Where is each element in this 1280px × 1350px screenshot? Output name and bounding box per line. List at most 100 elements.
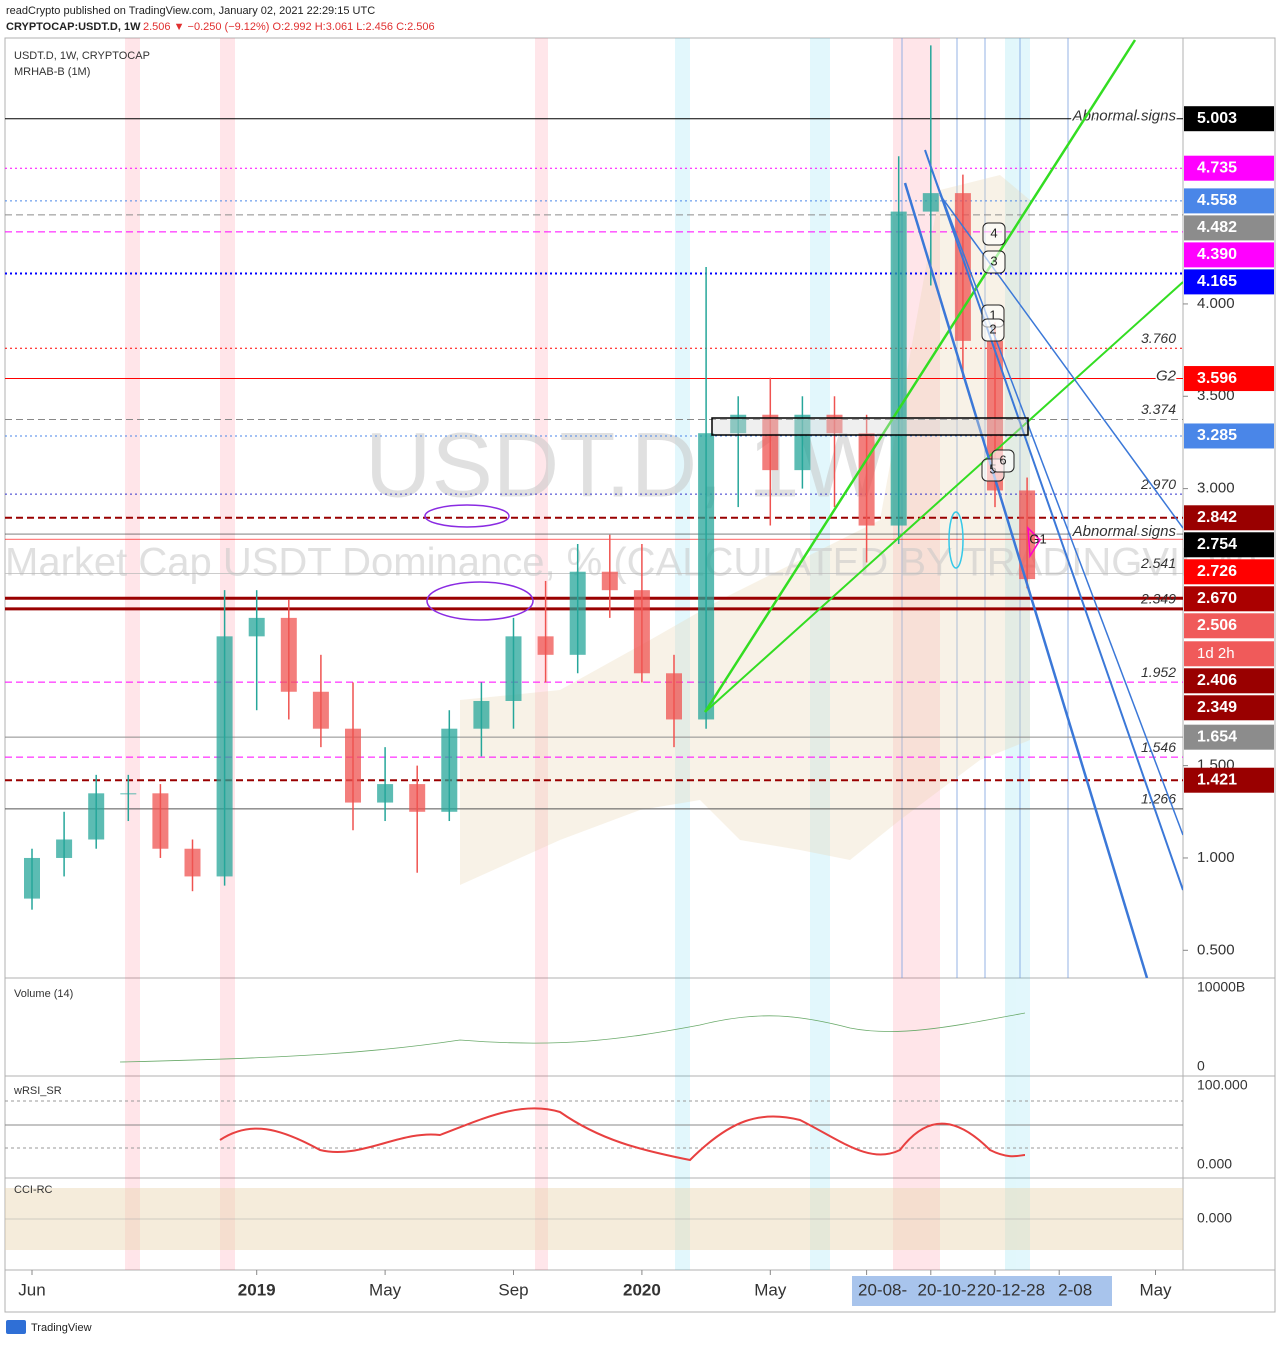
price-label: 2.670 [1197,590,1237,607]
level-value-label: 1.952 [1141,664,1176,680]
pane-title: CCI-RC [14,1184,53,1196]
candle-body [762,414,779,471]
price-label: 4.165 [1197,273,1237,290]
x-tick-label: May [754,1280,787,1299]
frame [4,37,1276,1313]
price-label-bg [1184,106,1274,132]
rsi-line [219,1107,1026,1162]
candle-body [569,571,586,655]
price-label-bg [1184,767,1274,793]
highlight-ellipse [426,581,534,621]
candle-body [216,636,233,877]
price-label-bg [1184,366,1274,392]
trend-line [704,281,1183,713]
x-tick-label: May [369,1280,402,1299]
price-label: 4.735 [1197,159,1237,176]
candle-body [120,793,137,795]
volume-line [119,1012,1026,1063]
annotation: G1 [1029,531,1046,546]
candle-body [858,433,875,526]
legend-title: USDT.D, 1W, CRYPTOCAP [14,50,150,62]
candle-body [666,673,682,720]
annotation: 2 [989,321,996,336]
candle-body [409,784,426,812]
y-tick-label: 4.000 [1197,295,1235,312]
x-tick-label: 2-08 [1058,1280,1092,1299]
price-label: 2.506 [1197,617,1237,634]
trend-line [703,39,1137,713]
candle-body [88,793,105,840]
x-axis: Jun 2019 May Sep 2020 May 20-08- 20-10-2 20-12-2… [18,1270,1172,1299]
pane-axis-label: 0.000 [1197,1210,1232,1226]
candle-body [345,728,361,803]
price-label-bg [1184,532,1274,558]
x-tick-label: 2020 [623,1280,661,1299]
x-tick-label: Jun [18,1280,45,1299]
annotation: 3 [990,253,997,268]
pane-axis-label: 100.000 [1197,1077,1248,1093]
price-label: 4.482 [1197,219,1237,236]
annotations: 431256G1 [981,222,1047,546]
y-tick-label: 3.500 [1197,387,1235,404]
x-tick-label: 2019 [238,1280,276,1299]
annotation-box [991,449,1015,473]
annotation-box [982,222,1006,246]
annotation-box [981,318,1005,342]
logo [6,1320,26,1334]
x-tick-label: 20-12-28 [977,1280,1045,1299]
level-note: G2 [1156,368,1177,385]
quote: 2.506 ▼ −0.250 (−9.12%) O:2.992 H:3.061 … [143,21,435,33]
time-selection [852,1276,1112,1306]
candle-body [377,784,394,803]
price-label: 2.406 [1197,672,1237,689]
candle-body [473,700,490,729]
price-label: 4.558 [1197,192,1237,209]
price-label-bg [1184,724,1274,750]
trend-lines [424,39,1183,978]
highlight-ellipse [948,511,964,569]
band [1005,38,1030,1270]
price-label: 1.421 [1197,771,1237,788]
candle-body [248,617,265,637]
level-value-label: 2.349 [1140,591,1176,607]
level-value-label: 3.374 [1141,401,1176,417]
price-label-bg [1184,559,1274,585]
level-value-label: 2.541 [1140,555,1176,571]
candle-body [826,414,843,434]
pane-title: wRSI_SR [13,1085,62,1097]
price-label-bg [1184,155,1274,181]
price-label: 1.654 [1197,728,1237,745]
candle-body [1019,490,1036,580]
x-tick-label: 20-10-2 [917,1280,976,1299]
watermark-name: Market Cap USDT Dominance, % (CALCULATED… [5,541,1258,585]
cci-pane: CCI-RC 0.000 [5,1184,1232,1250]
price-label-bg [1184,269,1274,295]
indicator-label: MRHAB-B (1M) [14,66,90,78]
zone-box [711,417,1029,436]
rsi-pane: wRSI_SR 100.000 0.000 [5,1077,1248,1172]
y-tick-label: 0.500 [1197,941,1235,958]
pane-axis-label: 0.000 [1197,1156,1232,1172]
candle-body [152,793,169,849]
candle-body [601,571,618,591]
level-value-label: 1.546 [1141,739,1176,755]
trend-line [903,182,1149,978]
price-label-bg [1184,242,1274,268]
price-label: 3.596 [1197,370,1237,387]
price-label: 5.003 [1197,110,1237,127]
candle-body [441,728,458,812]
candle-body [633,590,650,674]
annotation-box [982,250,1006,274]
candle-body [184,848,201,877]
band [125,38,140,1270]
price-label-bg [1184,695,1274,721]
candle-body [56,839,73,858]
countdown-bg [1184,641,1274,667]
x-tick-label: Sep [498,1280,528,1299]
trend-line [929,164,1183,836]
band [810,38,830,1270]
trend-line [939,194,1183,529]
highlight-ellipse [424,504,510,528]
candle-body [922,193,939,212]
volume-pane: Volume (14) 10000B 0 [14,979,1245,1074]
